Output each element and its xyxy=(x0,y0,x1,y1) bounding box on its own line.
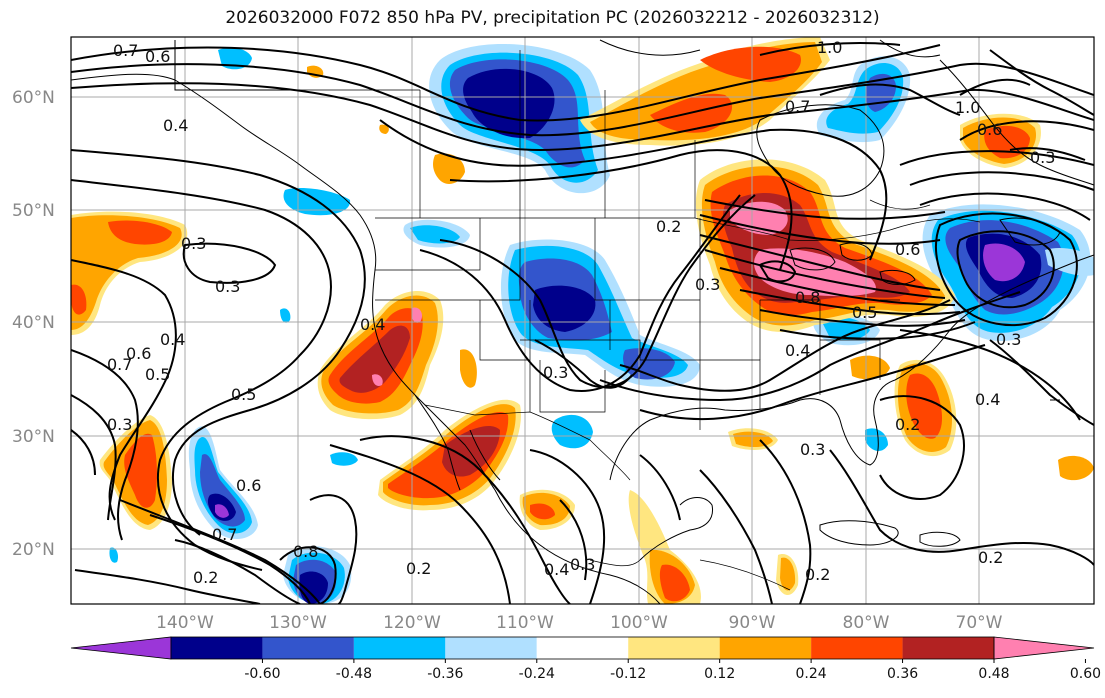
colorbar-segment xyxy=(353,637,446,659)
colorbar-segment xyxy=(811,637,903,659)
map-title: 2026032000 F072 850 hPa PV, precipitatio… xyxy=(225,8,880,28)
colorbar-label: 0.36 xyxy=(887,666,918,682)
colorbar-label: -0.24 xyxy=(519,666,555,682)
colorbar-segment xyxy=(445,637,537,659)
colorbar-segment xyxy=(719,637,812,659)
pc-shading-pacific-positive xyxy=(99,415,172,530)
pv-label: 0.3 xyxy=(107,415,132,434)
pv-label: 0.6 xyxy=(236,476,261,495)
pv-label: 0.8 xyxy=(293,542,318,561)
pv-label: 0.3 xyxy=(996,330,1021,349)
pv-label: 0.2 xyxy=(805,565,830,584)
pv-label: 1.0 xyxy=(955,98,980,117)
map-frame xyxy=(70,36,1095,605)
pv-label: 0.3 xyxy=(570,555,595,574)
lon-label-70w: 70°W xyxy=(956,613,1003,633)
political-borders xyxy=(175,50,981,591)
pc-shading-pacific-negative xyxy=(109,308,888,604)
lon-label-130w: 130°W xyxy=(269,613,327,633)
pv-label: 0.4 xyxy=(163,116,188,135)
lon-label-80w: 80°W xyxy=(843,613,890,633)
pv-label: 0.8 xyxy=(795,288,820,307)
lon-label-90w: 90°W xyxy=(729,613,776,633)
colorbar-label: 0.48 xyxy=(978,666,1009,682)
pv-label: 0.2 xyxy=(193,568,218,587)
lon-label-140w: 140°W xyxy=(156,613,214,633)
pv-label: 0.2 xyxy=(978,548,1003,567)
colorbar: -0.60 -0.48 -0.36 -0.24 -0.12 0.12 0.24 0.36 0.4… xyxy=(70,636,1101,682)
pv-label: 0.3 xyxy=(215,277,240,296)
pc-shading-eastpac-positive xyxy=(71,211,188,335)
colorbar-label: -0.48 xyxy=(336,666,372,682)
pv-label: 0.6 xyxy=(977,120,1002,139)
colorbar-frame xyxy=(170,636,995,660)
pv-label: 0.6 xyxy=(126,344,151,363)
pv-label: 0.3 xyxy=(543,363,568,382)
pv-label: 0.3 xyxy=(800,440,825,459)
colorbar-label: 0.24 xyxy=(796,666,827,682)
pv-label: 0.4 xyxy=(544,560,569,579)
pv-label: 0.3 xyxy=(181,234,206,253)
pv-contours xyxy=(71,42,1094,604)
colorbar-extend-high xyxy=(993,636,1095,660)
pv-label: 0.4 xyxy=(360,315,385,334)
colorbar-label: 0.60 xyxy=(1070,666,1101,682)
pv-label: 0.5 xyxy=(852,303,877,322)
pv-label: 0.4 xyxy=(785,341,810,360)
colorbar-segment xyxy=(628,637,720,659)
colorbar-extend-low xyxy=(70,636,172,660)
colorbar-segment xyxy=(536,637,629,659)
pc-shading-hudson-negative xyxy=(816,56,911,143)
colorbar-segment xyxy=(171,637,263,659)
colorbar-segment xyxy=(902,637,994,659)
colorbar-label: -0.36 xyxy=(427,666,463,682)
lat-label-20n: 20°N xyxy=(12,540,55,560)
pv-label: 0.5 xyxy=(145,365,170,384)
pv-label: 0.4 xyxy=(975,390,1000,409)
pv-label: 0.5 xyxy=(231,385,256,404)
longitude-labels: 140°W 130°W 120°W 110°W 100°W 90°W 80°W … xyxy=(156,613,1003,633)
pv-label: 0.7 xyxy=(107,355,132,374)
pc-shading-northeast-negative xyxy=(813,204,1091,346)
map-panel: 0.7 0.6 0.4 0.3 0.3 0.6 0.5 0.7 0.4 0.3 … xyxy=(71,37,1094,604)
pv-label: 0.4 xyxy=(160,330,185,349)
pv-label: 0.2 xyxy=(895,415,920,434)
colorbar-segment xyxy=(262,637,354,659)
pv-label: 0.2 xyxy=(406,559,431,578)
pc-shading-canada-small-negative xyxy=(218,47,470,248)
colorbar-label: -0.60 xyxy=(244,666,280,682)
pv-label: 0.7 xyxy=(113,41,138,60)
pv-contour-labels: 0.7 0.6 0.4 0.3 0.3 0.6 0.5 0.7 0.4 0.3 … xyxy=(107,38,1055,587)
pv-label: 1.0 xyxy=(817,38,842,57)
colorbar-label: -0.12 xyxy=(610,666,646,682)
latitude-labels: 60°N 50°N 40°N 30°N 20°N xyxy=(12,88,55,560)
lon-label-120w: 120°W xyxy=(383,613,441,633)
colorbar-label: 0.12 xyxy=(704,666,735,682)
pv-label: 0.3 xyxy=(1030,148,1055,167)
pv-label: 0.6 xyxy=(145,47,170,66)
pv-label: 0.7 xyxy=(212,525,237,544)
lat-label-50n: 50°N xyxy=(12,201,55,221)
pv-label: 0.2 xyxy=(656,217,681,236)
lat-label-60n: 60°N xyxy=(12,88,55,108)
lon-label-110w: 110°W xyxy=(496,613,554,633)
lat-label-30n: 30°N xyxy=(12,427,55,447)
lon-label-100w: 100°W xyxy=(610,613,668,633)
pv-label: 0.6 xyxy=(895,240,920,259)
pv-label: 0.3 xyxy=(695,275,720,294)
pv-label: 0.7 xyxy=(785,97,810,116)
lat-label-40n: 40°N xyxy=(12,313,55,333)
